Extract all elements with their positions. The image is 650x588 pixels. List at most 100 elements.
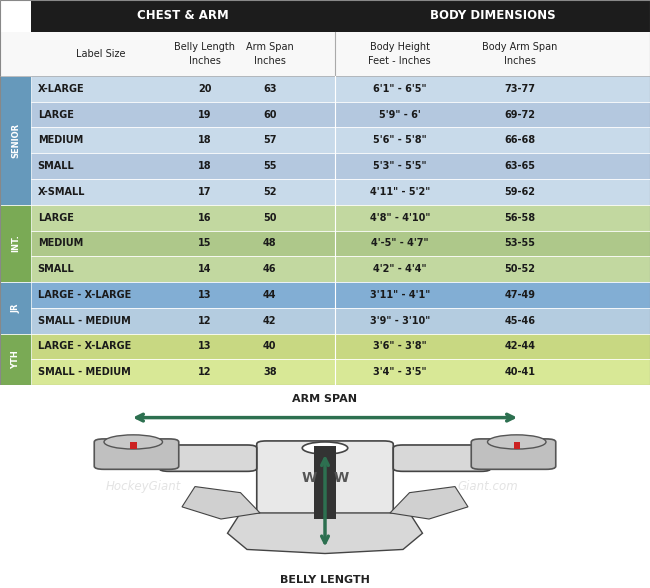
Bar xyxy=(0,32,650,76)
Text: 17: 17 xyxy=(198,187,211,197)
Text: SMALL - MEDIUM: SMALL - MEDIUM xyxy=(38,316,131,326)
FancyBboxPatch shape xyxy=(94,439,179,469)
Bar xyxy=(31,333,650,359)
Text: 69-72: 69-72 xyxy=(504,109,536,119)
Text: 4'11" - 5'2": 4'11" - 5'2" xyxy=(370,187,430,197)
Text: LARGE: LARGE xyxy=(38,213,73,223)
Text: HockeyGiant: HockeyGiant xyxy=(105,480,181,493)
Text: 12: 12 xyxy=(198,316,211,326)
Bar xyxy=(0,333,31,385)
FancyBboxPatch shape xyxy=(393,445,491,472)
Bar xyxy=(514,442,520,449)
Bar xyxy=(313,446,337,519)
Text: X-LARGE: X-LARGE xyxy=(38,83,84,93)
Bar xyxy=(31,153,650,179)
Text: SMALL: SMALL xyxy=(38,161,75,171)
Text: Belly Length
Inches: Belly Length Inches xyxy=(174,42,235,66)
Bar xyxy=(31,359,650,385)
Text: 5'6" - 5'8": 5'6" - 5'8" xyxy=(373,135,426,145)
Text: 3'4" - 3'5": 3'4" - 3'5" xyxy=(373,368,426,377)
Bar xyxy=(31,179,650,205)
Text: 15: 15 xyxy=(198,238,211,248)
Text: Giant.com: Giant.com xyxy=(457,480,518,493)
Text: 20: 20 xyxy=(198,83,211,93)
Text: YTH: YTH xyxy=(11,350,20,369)
Text: 5'9" - 6': 5'9" - 6' xyxy=(379,109,421,119)
Bar xyxy=(0,282,31,333)
Bar xyxy=(31,308,650,333)
Text: 14: 14 xyxy=(198,264,211,274)
Text: ARM SPAN: ARM SPAN xyxy=(292,395,358,405)
Text: 63-65: 63-65 xyxy=(504,161,536,171)
Text: 57: 57 xyxy=(263,135,276,145)
Text: 45-46: 45-46 xyxy=(504,316,536,326)
Bar xyxy=(0,205,31,282)
Text: 59-62: 59-62 xyxy=(504,187,536,197)
Text: Body Height
Feet - Inches: Body Height Feet - Inches xyxy=(369,42,431,66)
Bar xyxy=(0,0,31,32)
Text: 6'1" - 6'5": 6'1" - 6'5" xyxy=(373,83,426,93)
Bar xyxy=(335,0,650,32)
Text: 47-49: 47-49 xyxy=(504,290,536,300)
Text: X-SMALL: X-SMALL xyxy=(38,187,85,197)
Text: 60: 60 xyxy=(263,109,276,119)
Bar xyxy=(31,128,650,153)
Bar xyxy=(31,256,650,282)
Text: 50-52: 50-52 xyxy=(504,264,536,274)
Text: 4'8" - 4'10": 4'8" - 4'10" xyxy=(370,213,430,223)
Text: 50: 50 xyxy=(263,213,276,223)
Ellipse shape xyxy=(104,435,162,449)
Bar xyxy=(31,282,650,308)
Text: Body Arm Span
Inches: Body Arm Span Inches xyxy=(482,42,558,66)
Text: 3'11" - 4'1": 3'11" - 4'1" xyxy=(370,290,430,300)
Ellipse shape xyxy=(488,435,546,449)
FancyBboxPatch shape xyxy=(257,441,393,524)
Text: W: W xyxy=(301,472,317,486)
Text: 52: 52 xyxy=(263,187,276,197)
Polygon shape xyxy=(182,487,260,519)
Bar xyxy=(31,230,650,256)
Bar xyxy=(31,205,650,230)
Ellipse shape xyxy=(302,442,348,454)
Text: 16: 16 xyxy=(198,213,211,223)
Text: 56-58: 56-58 xyxy=(504,213,536,223)
Text: LARGE: LARGE xyxy=(38,109,73,119)
Text: 48: 48 xyxy=(263,238,276,248)
Text: 42-44: 42-44 xyxy=(504,342,536,352)
Text: INT.: INT. xyxy=(11,235,20,252)
Text: 3'6" - 3'8": 3'6" - 3'8" xyxy=(373,342,426,352)
Text: 42: 42 xyxy=(263,316,276,326)
Bar xyxy=(130,442,136,449)
Text: 46: 46 xyxy=(263,264,276,274)
Text: 55: 55 xyxy=(263,161,276,171)
Text: SMALL: SMALL xyxy=(38,264,75,274)
Text: MEDIUM: MEDIUM xyxy=(38,238,83,248)
Text: 4'-5" - 4'7": 4'-5" - 4'7" xyxy=(371,238,428,248)
Bar xyxy=(0,76,31,205)
Text: 13: 13 xyxy=(198,290,211,300)
Text: 40-41: 40-41 xyxy=(504,368,536,377)
Text: MEDIUM: MEDIUM xyxy=(38,135,83,145)
Text: 3'9" - 3'10": 3'9" - 3'10" xyxy=(370,316,430,326)
Text: 12: 12 xyxy=(198,368,211,377)
Text: 53-55: 53-55 xyxy=(504,238,536,248)
Text: W: W xyxy=(333,472,349,486)
Text: 73-77: 73-77 xyxy=(504,83,536,93)
Text: 18: 18 xyxy=(198,161,211,171)
Bar xyxy=(31,76,650,102)
Text: 44: 44 xyxy=(263,290,276,300)
Text: LARGE - X-LARGE: LARGE - X-LARGE xyxy=(38,342,131,352)
Text: CHEST & ARM: CHEST & ARM xyxy=(137,9,229,22)
Text: JR: JR xyxy=(11,303,20,313)
Text: 63: 63 xyxy=(263,83,276,93)
Text: 18: 18 xyxy=(198,135,211,145)
Text: 40: 40 xyxy=(263,342,276,352)
Text: 66-68: 66-68 xyxy=(504,135,536,145)
Text: 13: 13 xyxy=(198,342,211,352)
Text: 19: 19 xyxy=(198,109,211,119)
FancyBboxPatch shape xyxy=(159,445,257,472)
Text: 5'3" - 5'5": 5'3" - 5'5" xyxy=(373,161,426,171)
Text: SENIOR: SENIOR xyxy=(11,123,20,158)
Text: SMALL - MEDIUM: SMALL - MEDIUM xyxy=(38,368,131,377)
FancyBboxPatch shape xyxy=(471,439,556,469)
